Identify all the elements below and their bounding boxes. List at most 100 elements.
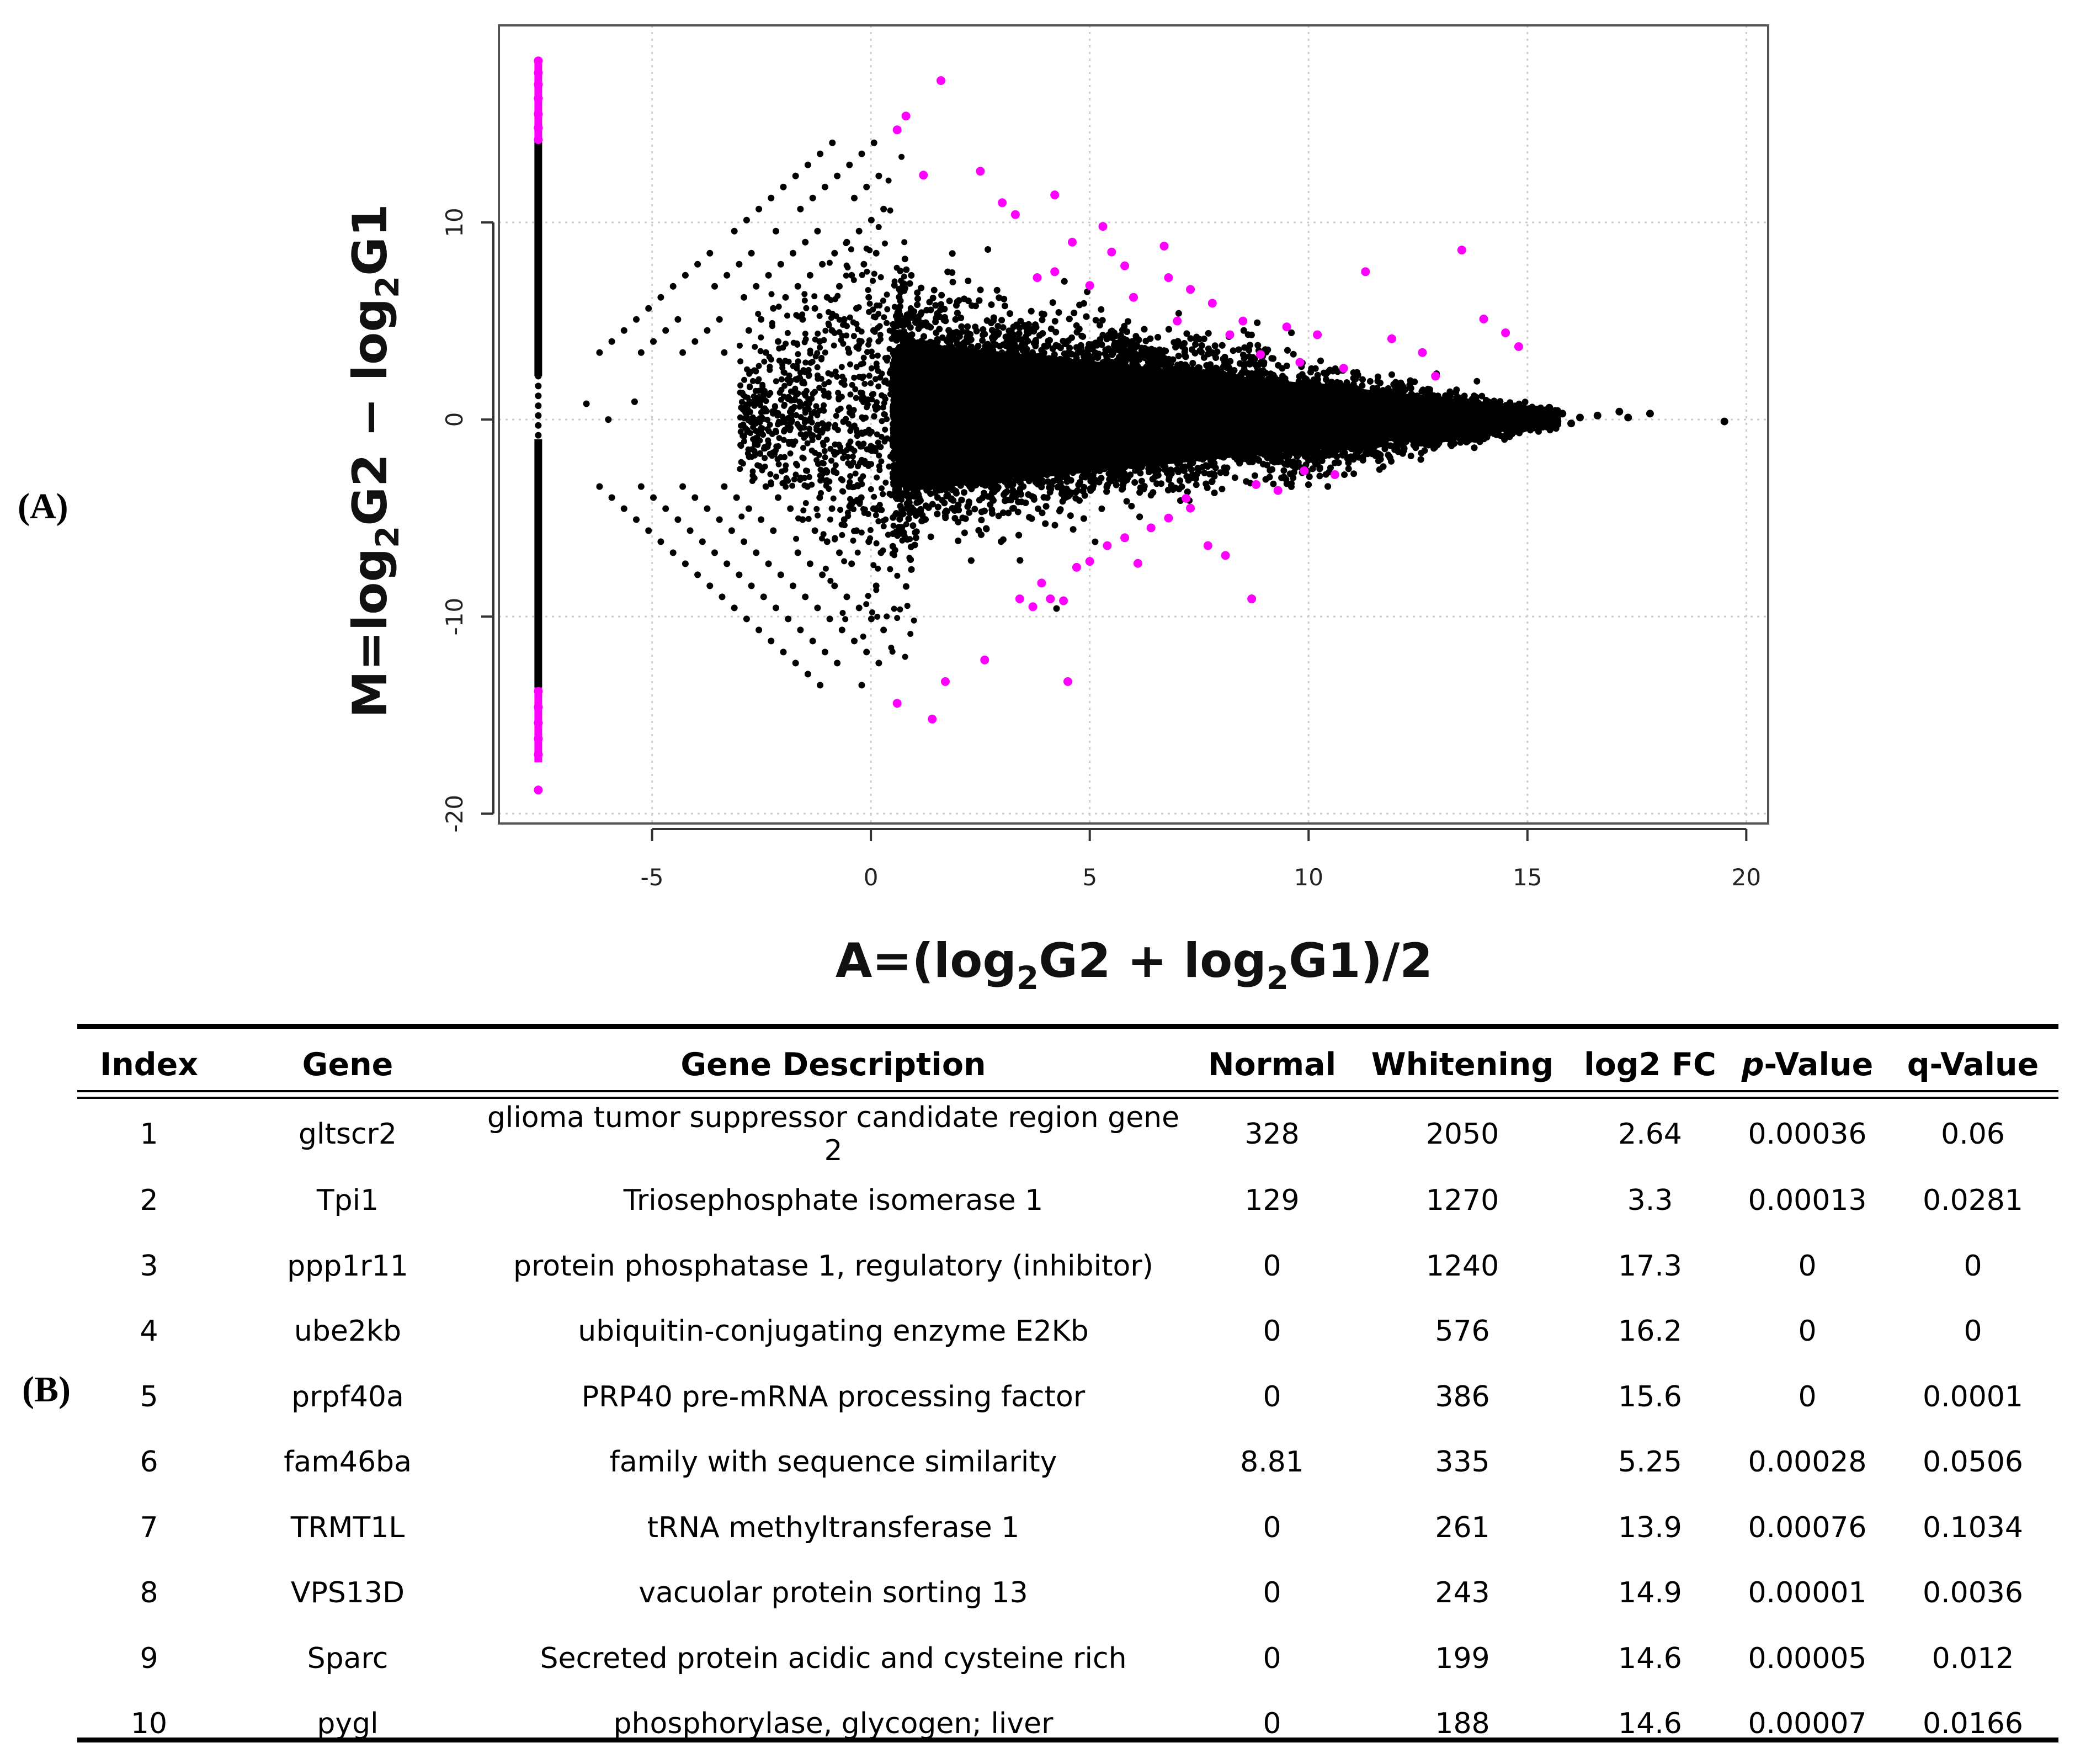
data-point [814,364,821,370]
data-point [772,403,778,410]
data-point [876,302,883,309]
data-point [839,488,845,495]
data-point [825,370,832,376]
data-point [868,428,875,435]
data-point [832,451,838,458]
data-point [853,364,860,370]
data-point [854,497,860,503]
data-point [858,395,865,402]
data-point [736,571,743,578]
data-point [907,631,914,637]
data-point [637,349,645,356]
data-point [845,421,852,427]
data-point [868,365,875,371]
zero-strip-lower [534,439,542,688]
data-point [854,549,861,556]
data-point [836,549,843,556]
data-point [776,357,783,364]
data-point [821,402,827,408]
data-point [874,613,881,620]
data-point [808,396,815,402]
data-point [1175,352,1182,359]
data-point [795,351,801,358]
data-point [864,268,870,275]
data-point [755,626,763,634]
data-point [888,645,895,651]
data-point [875,224,882,230]
data-point [902,653,908,660]
data-point [863,183,870,190]
data-point [758,516,765,523]
data-point [738,405,744,411]
data-point [880,404,886,411]
data-point [816,407,823,414]
data-point [731,604,738,612]
data-point [765,428,772,434]
data-point [886,463,892,470]
data-point [778,376,785,382]
data-point [904,603,911,609]
data-point [877,274,884,280]
data-point [829,310,836,317]
data-point [797,474,804,481]
data-point [802,331,808,337]
data-point [867,527,874,533]
data-point [535,422,542,429]
data-point [884,435,890,442]
data-point [898,153,905,160]
data-point [748,249,755,257]
data-point [820,426,827,433]
data-point [795,515,802,522]
data-point [845,442,852,448]
data-point [1201,469,1208,476]
data-point [757,450,763,456]
data-point [881,400,887,406]
data-point [744,427,751,433]
data-point [823,477,830,483]
data-point [855,440,861,447]
data-point [880,205,887,212]
data-point [751,475,758,481]
data-point [741,538,748,545]
data-point [840,341,847,347]
data-point [808,481,815,488]
data-point [872,512,879,518]
data-point [875,405,881,411]
data-point [797,205,804,212]
data-point [854,482,861,488]
data-point [868,216,875,224]
data-point [800,455,807,461]
data-point [891,304,898,310]
data-point [809,194,816,201]
data-point [752,343,758,350]
data-point [846,161,853,168]
data-point [850,506,857,513]
data-point [801,434,807,441]
data-point [806,272,813,279]
data-point [858,150,865,157]
data-point [770,305,777,312]
data-point [838,521,845,528]
data-point [871,328,878,335]
data-point [723,272,731,279]
data-point [779,413,786,420]
data-point [847,361,853,368]
data-point [806,430,813,437]
data-point [826,486,832,492]
data-point [831,330,838,336]
data-point [864,349,870,355]
data-point [802,238,809,246]
data-point [863,649,870,656]
data-point [865,341,872,348]
data-point [809,637,816,645]
data-point [784,312,790,319]
data-point [844,454,851,460]
data-point [800,445,806,451]
data-point [859,375,866,381]
data-point [845,513,852,519]
panel-label-a: (A) [18,486,68,527]
data-point [755,205,763,212]
data-point [838,364,845,370]
data-point [803,467,809,474]
data-point [857,459,863,466]
